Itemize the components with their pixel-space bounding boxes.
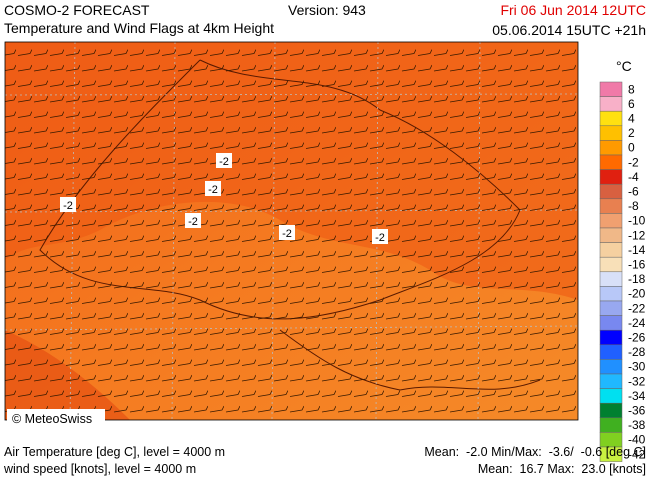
legend-label: 6 xyxy=(628,97,635,111)
legend-swatch xyxy=(599,286,623,302)
map-label: -2 xyxy=(219,156,229,168)
legend-label: -8 xyxy=(628,199,639,213)
label-box xyxy=(372,229,388,244)
footer-left: Air Temperature [deg C], level = 4000 m xyxy=(4,445,226,459)
legend-swatch xyxy=(599,344,623,360)
legend-label: -20 xyxy=(628,287,646,301)
legend-swatch xyxy=(599,198,623,214)
legend-swatch xyxy=(599,81,623,97)
legend-label: -14 xyxy=(628,243,646,257)
legend-label: -26 xyxy=(628,331,646,345)
legend-label: -36 xyxy=(628,404,646,418)
legend-swatch xyxy=(599,140,623,156)
legend-label: -4 xyxy=(628,170,639,184)
footer-right: Mean: 16.7 Max: 23.0 [knots] xyxy=(477,462,646,476)
legend-label: -40 xyxy=(628,433,646,447)
map-label: -2 xyxy=(63,200,73,212)
map-label: -2 xyxy=(375,232,385,244)
legend-swatch xyxy=(599,300,623,316)
run-time: 05.06.2014 15UTC +21h xyxy=(492,22,646,38)
legend-swatch xyxy=(599,271,623,287)
legend-label: 0 xyxy=(628,141,635,155)
map-label: -2 xyxy=(282,228,292,240)
legend-swatch xyxy=(599,125,623,141)
legend-label: -34 xyxy=(628,389,646,403)
legend-swatch xyxy=(599,154,623,170)
legend-swatch xyxy=(599,417,623,433)
legend-label: -6 xyxy=(628,185,639,199)
legend-label: -30 xyxy=(628,360,646,374)
legend-swatch xyxy=(599,227,623,243)
map-label: -2 xyxy=(188,216,198,228)
legend-label: -38 xyxy=(628,418,646,432)
legend-swatch xyxy=(599,402,623,419)
legend-label: -28 xyxy=(628,345,646,359)
legend-swatch xyxy=(599,315,623,331)
subtitle: Temperature and Wind Flags at 4km Height xyxy=(4,20,275,36)
legend-label: -16 xyxy=(628,258,646,272)
legend-swatch xyxy=(599,183,623,200)
map-frame xyxy=(4,41,579,421)
footer-right: Mean: -2.0 Min/Max: -3.6/ -0.6 [deg C] xyxy=(424,445,646,459)
legend-label: -2 xyxy=(628,155,639,169)
title: COSMO-2 FORECAST xyxy=(4,2,150,18)
legend-label: -24 xyxy=(628,316,646,330)
valid-time: Fri 06 Jun 2014 12UTC xyxy=(500,2,646,18)
legend-swatch xyxy=(599,96,623,112)
legend-swatch xyxy=(599,256,623,273)
legend-swatch xyxy=(599,169,623,185)
legend-label: 8 xyxy=(628,82,635,96)
legend-swatch xyxy=(599,359,623,375)
legend-label: -42 xyxy=(628,447,646,461)
legend-swatch xyxy=(599,373,623,389)
footer-left: wind speed [knots], level = 4000 m xyxy=(4,462,197,476)
copyright-box xyxy=(7,409,105,428)
legend-swatch xyxy=(599,446,623,462)
legend-label: -22 xyxy=(628,301,646,315)
legend-swatch xyxy=(599,329,623,346)
version: Version: 943 xyxy=(288,2,366,18)
legend-label: -10 xyxy=(628,214,646,228)
legend-label: 2 xyxy=(628,126,635,140)
label-box xyxy=(216,153,232,168)
copyright: © MeteoSwiss xyxy=(12,412,92,426)
legend-swatch xyxy=(599,242,623,258)
legend-label: 4 xyxy=(628,112,635,126)
legend-swatch xyxy=(599,388,623,404)
label-box xyxy=(185,213,201,228)
legend-swatch xyxy=(599,110,623,127)
label-box xyxy=(205,181,221,196)
legend-label: -12 xyxy=(628,228,646,242)
map-label: -2 xyxy=(208,184,218,196)
legend-swatch xyxy=(599,213,623,229)
label-box xyxy=(279,225,295,240)
legend-unit: °C xyxy=(616,58,632,74)
label-box xyxy=(60,197,76,212)
legend-label: -18 xyxy=(628,272,646,286)
legend-label: -32 xyxy=(628,374,646,388)
